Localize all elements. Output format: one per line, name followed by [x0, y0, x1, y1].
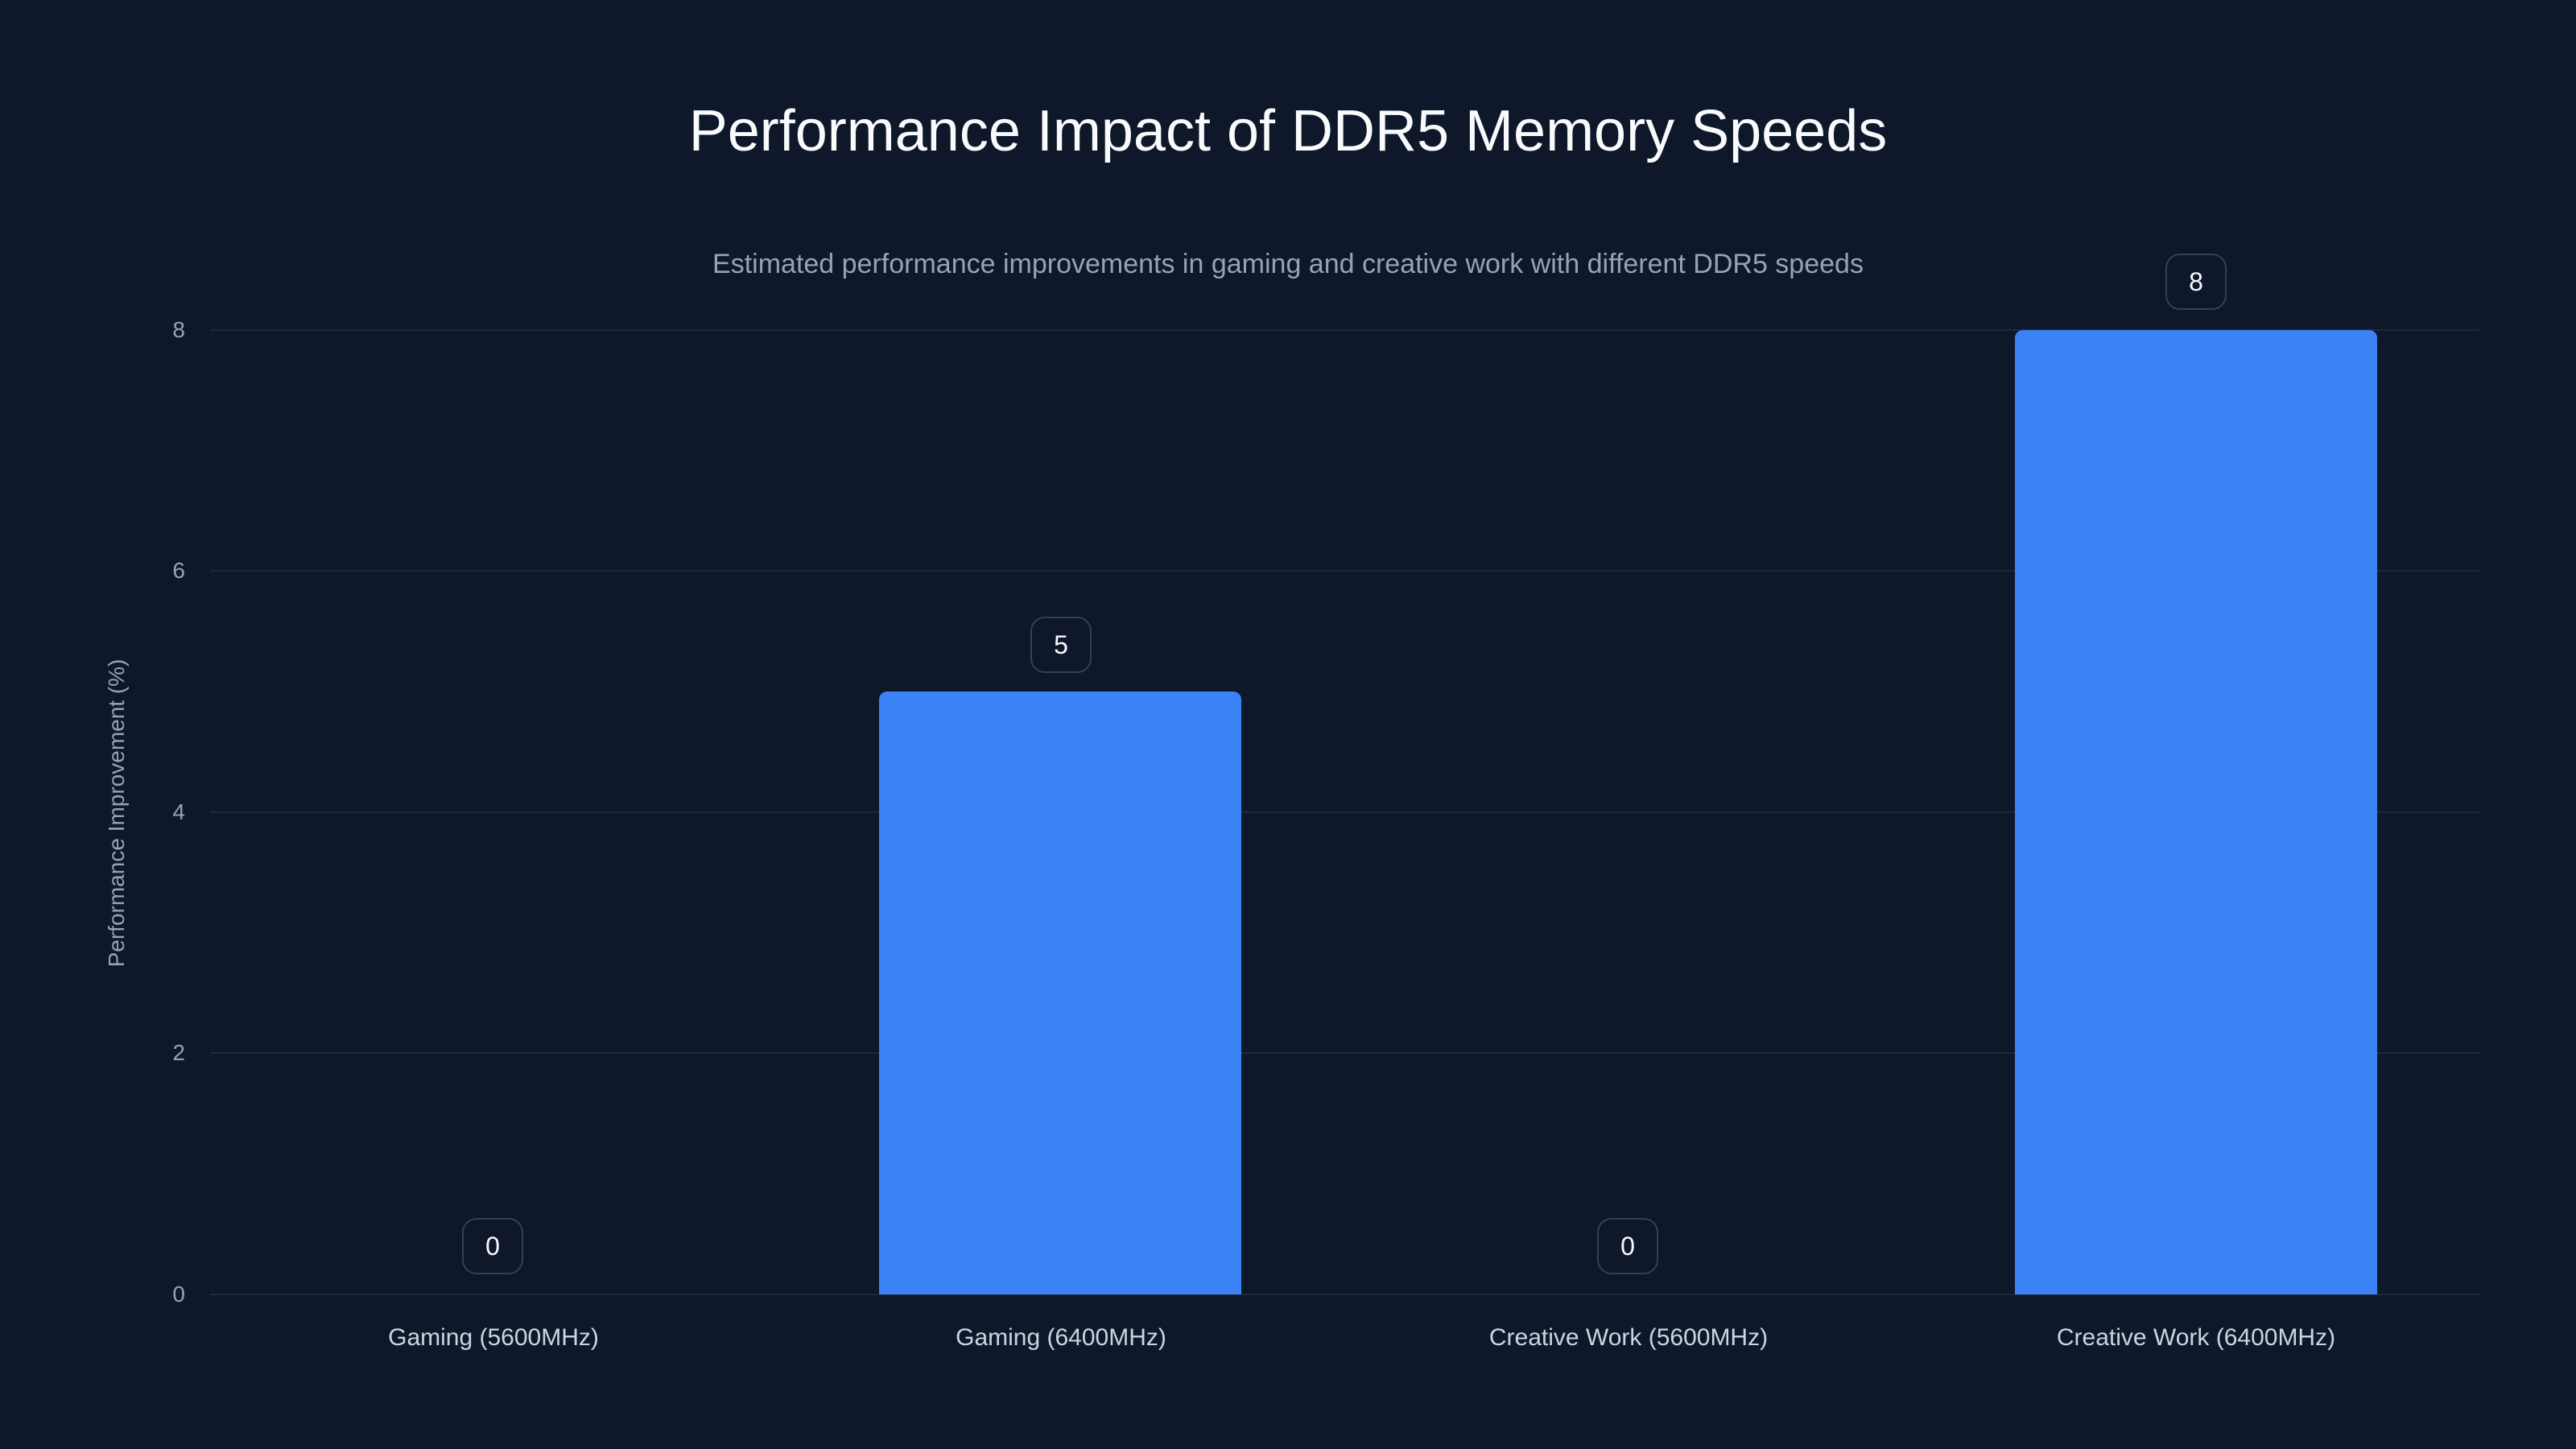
- value-label-gaming-6400: 5: [1030, 617, 1092, 673]
- y-axis-label: Performance Improvement (%): [104, 658, 129, 968]
- gridline-6: [210, 570, 2479, 572]
- chart-subtitle: Estimated performance improvements in ga…: [712, 249, 1864, 279]
- value-label-creative-6400: 8: [2165, 254, 2227, 310]
- value-label-creative-5600: 0: [1597, 1218, 1658, 1274]
- y-tick-6: 6: [172, 558, 185, 583]
- y-tick-4: 4: [172, 799, 185, 824]
- x-label-gaming-6400: Gaming (6400MHz): [956, 1324, 1166, 1351]
- x-label-creative-6400: Creative Work (6400MHz): [2056, 1324, 2336, 1351]
- gridline-0: [210, 1294, 2479, 1295]
- y-tick-0: 0: [172, 1282, 185, 1307]
- chart-title: Performance Impact of DDR5 Memory Speeds: [688, 99, 1888, 163]
- x-label-creative-5600: Creative Work (5600MHz): [1488, 1324, 1769, 1351]
- bar-gaming-6400[interactable]: [879, 691, 1241, 1294]
- x-label-gaming-5600: Gaming (5600MHz): [388, 1324, 599, 1351]
- gridline-8: [210, 329, 2479, 331]
- bar-creative-6400[interactable]: [2015, 330, 2377, 1294]
- y-tick-2: 2: [172, 1040, 185, 1065]
- plot-area: [210, 329, 2479, 1295]
- gridline-2: [210, 1052, 2479, 1054]
- y-tick-8: 8: [172, 317, 185, 342]
- value-label-gaming-5600: 0: [462, 1218, 523, 1274]
- gridline-4: [210, 811, 2479, 813]
